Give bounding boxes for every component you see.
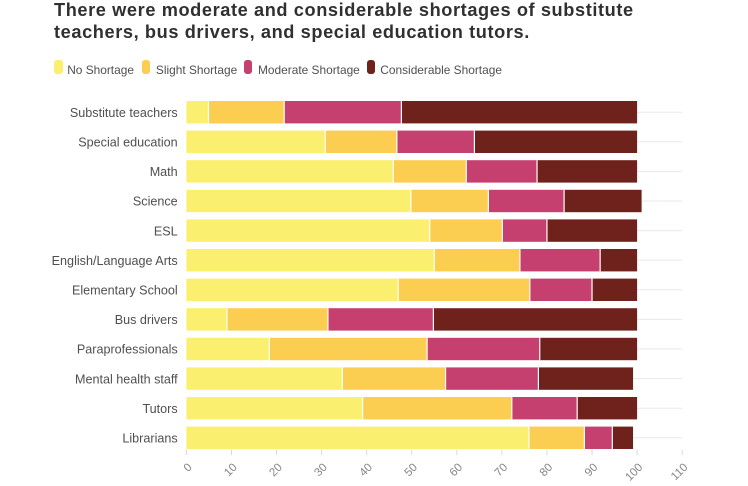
svg-text:Bus drivers: Bus drivers	[115, 313, 178, 327]
svg-text:60: 60	[448, 462, 466, 480]
svg-text:Elementary School: Elementary School	[72, 284, 178, 298]
svg-text:Tutors: Tutors	[142, 402, 177, 416]
svg-text:0: 0	[182, 462, 195, 475]
svg-text:Math: Math	[150, 165, 178, 179]
svg-text:90: 90	[583, 462, 601, 480]
svg-text:ESL: ESL	[154, 224, 178, 238]
svg-text:Science: Science	[133, 195, 178, 209]
svg-text:Paraprofessionals: Paraprofessionals	[77, 343, 178, 357]
svg-text:Mental health staff: Mental health staff	[75, 372, 178, 386]
svg-text:Special education: Special education	[78, 136, 177, 150]
svg-text:80: 80	[538, 462, 556, 480]
svg-text:Substitute teachers: Substitute teachers	[70, 106, 178, 120]
svg-text:30: 30	[312, 462, 330, 480]
svg-text:110: 110	[669, 462, 690, 483]
svg-text:50: 50	[403, 462, 421, 480]
svg-text:20: 20	[267, 462, 285, 480]
svg-text:70: 70	[493, 462, 511, 480]
svg-text:100: 100	[623, 462, 645, 484]
svg-text:Librarians: Librarians	[122, 432, 177, 446]
svg-text:40: 40	[357, 462, 375, 480]
svg-text:English/Language Arts: English/Language Arts	[52, 254, 178, 268]
svg-text:10: 10	[222, 462, 240, 480]
